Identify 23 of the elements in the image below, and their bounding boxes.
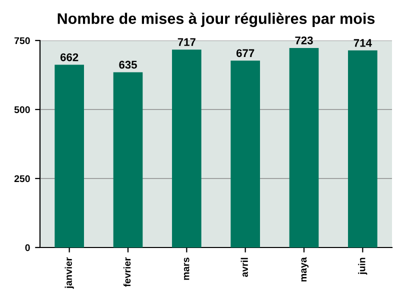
data-label: 714 — [354, 39, 372, 47]
data-label: 723 — [295, 36, 313, 44]
data-label: 662 — [60, 53, 78, 62]
y-tick-label: 750 — [14, 37, 30, 44]
bar — [113, 72, 143, 248]
y-tick-label: 500 — [14, 106, 30, 114]
y-tick-label: 250 — [14, 175, 30, 182]
bar — [348, 50, 378, 248]
data-label: 717 — [178, 38, 196, 46]
x-tick-label: avril — [240, 258, 248, 277]
bar — [172, 50, 202, 248]
data-label: 677 — [236, 49, 254, 58]
bar — [230, 60, 260, 248]
x-tick-label: maya — [301, 257, 309, 282]
x-tick-label: mars — [184, 258, 190, 280]
data-label: 635 — [119, 60, 137, 69]
bar — [289, 48, 319, 248]
x-tick-label: fevrier — [123, 257, 131, 287]
x-tick-label: juin — [358, 258, 368, 275]
chart-title: Nombre de mises à jour régulières par mois — [58, 12, 375, 28]
x-tick-label: janvier — [64, 257, 74, 289]
y-tick-label: 0 — [25, 244, 30, 252]
bar — [54, 64, 84, 248]
